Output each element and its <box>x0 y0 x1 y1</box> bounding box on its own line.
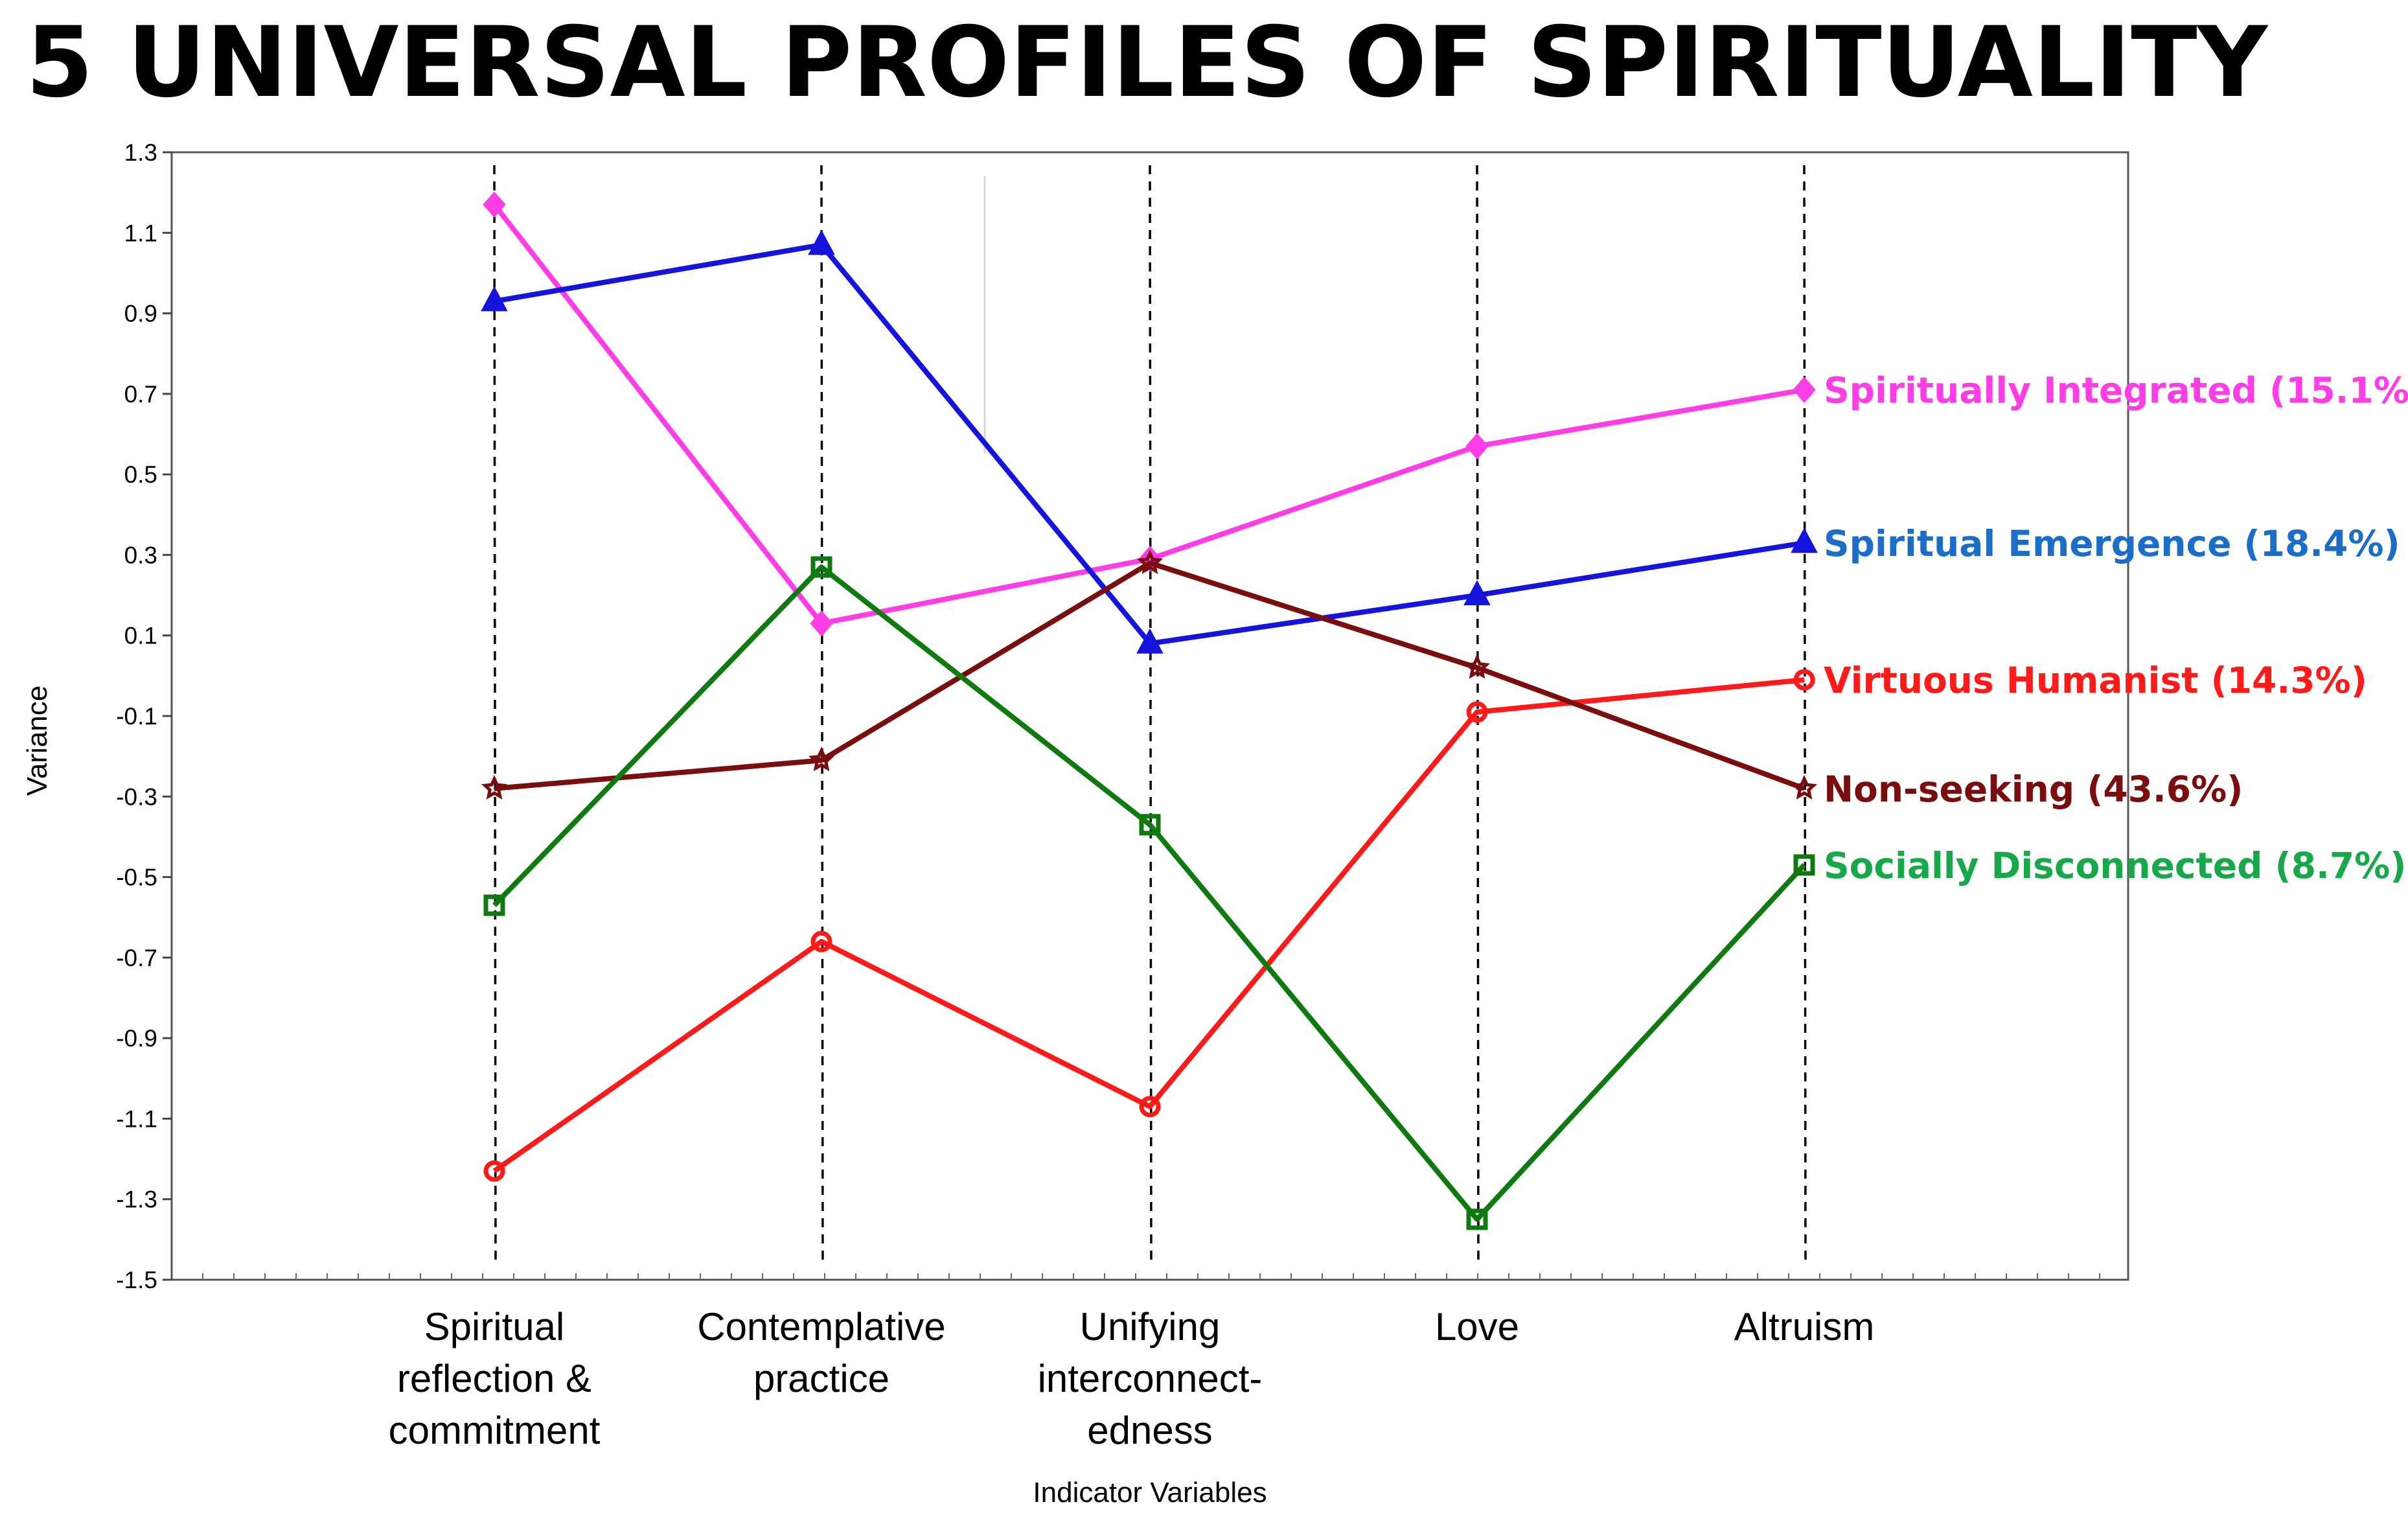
data-point <box>483 894 505 916</box>
x-axis-label: Indicator Variables <box>1033 1477 1267 1508</box>
y-tick-label: 0.3 <box>124 542 157 568</box>
x-tick-label-4: Altruism <box>1734 1305 1875 1348</box>
x-tick-label-0: Spiritual reflection & commitment <box>389 1305 601 1452</box>
data-point <box>1465 433 1489 459</box>
x-tick-label-line: Altruism <box>1734 1305 1875 1348</box>
grid-line-0 <box>493 165 497 1264</box>
data-point <box>1139 814 1161 836</box>
series-line <box>492 677 1805 1173</box>
chart-title: 5 UNIVERSAL PROFILES OF SPIRITUALITY <box>26 6 2269 119</box>
grid-line-4 <box>1803 165 1807 1264</box>
x-tick-label-line: reflection & <box>397 1357 591 1400</box>
grid-line-2 <box>1149 165 1152 1264</box>
data-point <box>810 930 832 953</box>
data-point <box>808 746 835 772</box>
data-point <box>810 556 832 578</box>
series-1 <box>481 229 1818 654</box>
data-point <box>483 1160 505 1182</box>
x-tick-label-line: practice <box>753 1357 889 1400</box>
y-axis-label: Variance <box>21 686 53 796</box>
data-point <box>1136 549 1164 574</box>
y-tick-label: -0.3 <box>116 783 157 810</box>
grid-line-3 <box>1476 165 1480 1264</box>
data-point <box>1791 774 1818 800</box>
y-tick-label: -1.5 <box>116 1267 157 1293</box>
series-line <box>494 560 1806 791</box>
x-tick-label-1: Contemplative practice <box>697 1305 946 1400</box>
data-point <box>481 286 508 312</box>
x-tick-label-line: Love <box>1435 1305 1519 1348</box>
series-4 <box>483 556 1815 1230</box>
legend-label-4: Socially Disconnected (8.7%) <box>1824 845 2406 886</box>
data-point <box>1139 1096 1161 1118</box>
data-point <box>1791 527 1818 553</box>
series-3 <box>481 549 1818 800</box>
data-point <box>1466 1208 1488 1230</box>
y-tick-label: -0.9 <box>116 1025 157 1052</box>
y-tick-label: -1.1 <box>116 1105 157 1132</box>
data-point <box>1793 669 1815 691</box>
y-tick-label: -1.3 <box>116 1186 157 1213</box>
data-point <box>483 191 506 218</box>
legend-label-1: Spiritual Emergence (18.4%) <box>1824 523 2400 564</box>
data-point <box>1793 854 1815 876</box>
x-tick-label-line: commitment <box>389 1409 601 1452</box>
legend: Spiritually Integrated (15.1%) Spiritual … <box>1824 370 2408 886</box>
data-point <box>810 610 833 637</box>
x-tick-label-line: Spiritual <box>424 1305 565 1348</box>
y-tick-label: 0.7 <box>124 381 157 408</box>
x-tick-label-line: Contemplative <box>697 1305 946 1348</box>
data-point <box>1463 654 1491 679</box>
y-tick-label: 0.9 <box>124 301 157 327</box>
y-tick-label: 0.1 <box>124 623 157 649</box>
data-point <box>481 774 508 800</box>
grid-lines <box>493 165 1807 1264</box>
y-tick-label: 1.3 <box>124 139 157 166</box>
y-tick-label: -0.5 <box>116 864 157 891</box>
x-tick-label-2: Unifying interconnect-edness <box>1038 1305 1263 1452</box>
x-tick-label-line: edness <box>1087 1409 1212 1452</box>
data-point <box>1793 376 1816 403</box>
grid-line-1 <box>820 165 824 1264</box>
data-point <box>1466 701 1488 723</box>
y-axis: 1.3 1.1 0.9 0.7 0.5 0.3 0.1 -0.1 -0.3 -0.5 -0.7 -0.… <box>116 139 172 1293</box>
x-axis: Spiritual reflection & commitment Contempla… <box>202 1273 2100 1452</box>
series-2 <box>483 669 1815 1182</box>
series-line <box>492 564 1806 1222</box>
legend-label-3: Non-seeking (43.6%) <box>1824 768 2243 810</box>
y-tick-label: -0.7 <box>116 945 157 971</box>
legend-label-2: Virtuous Humanist (14.3%) <box>1824 660 2367 701</box>
data-point <box>808 229 835 255</box>
x-tick-label-3: Love <box>1435 1305 1519 1348</box>
x-tick-label-line: Unifying <box>1080 1305 1221 1348</box>
series-lines <box>481 191 1818 1230</box>
legend-label-0: Spiritually Integrated (15.1%) <box>1824 370 2408 411</box>
series-0 <box>483 191 1816 637</box>
y-tick-label: 1.1 <box>124 220 157 246</box>
data-point <box>1463 580 1491 606</box>
x-tick-label-line: interconnect- <box>1038 1357 1263 1400</box>
y-tick-label: -0.1 <box>116 703 157 730</box>
y-tick-label: 0.5 <box>124 461 157 488</box>
data-point <box>1136 628 1164 654</box>
